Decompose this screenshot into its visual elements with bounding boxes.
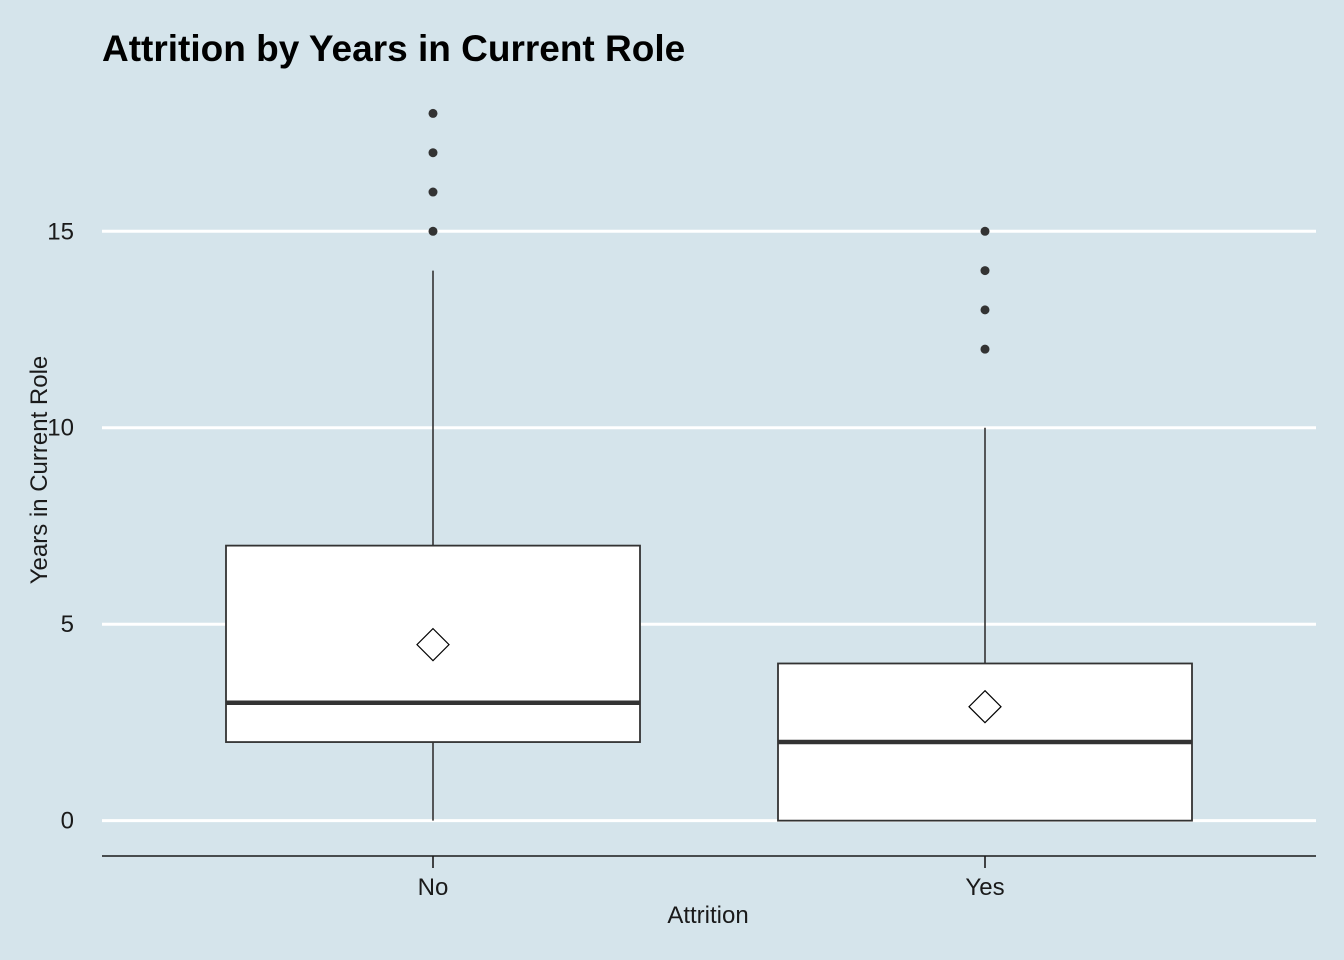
chart-title: Attrition by Years in Current Role: [102, 28, 685, 69]
boxes: [225, 108, 1193, 822]
box-yes: [777, 226, 1193, 822]
outlier-point: [980, 266, 990, 276]
y-tick-label-5: 5: [61, 611, 74, 638]
x-axis-title: Attrition: [667, 902, 748, 929]
y-tick-label-15: 15: [47, 218, 74, 245]
x-axis-ticks: No Yes: [418, 856, 1005, 901]
x-tick-label-yes: Yes: [965, 874, 1004, 901]
outlier-point: [980, 305, 990, 315]
outlier-point: [980, 344, 990, 354]
y-tick-label-10: 10: [47, 415, 74, 442]
outlier-point: [428, 148, 438, 158]
outlier-point: [428, 108, 438, 118]
y-tick-label-0: 0: [61, 808, 74, 835]
outlier-point: [428, 187, 438, 197]
outlier-point: [428, 226, 438, 236]
box-no: [225, 108, 641, 821]
mean-marker: [968, 689, 1002, 724]
mean-marker: [416, 627, 450, 662]
outlier-point: [980, 226, 990, 236]
x-tick-label-no: No: [418, 874, 449, 901]
y-axis-title: Years in Current Role: [26, 356, 53, 585]
y-axis-ticks: 0 5 10 15: [47, 218, 74, 834]
